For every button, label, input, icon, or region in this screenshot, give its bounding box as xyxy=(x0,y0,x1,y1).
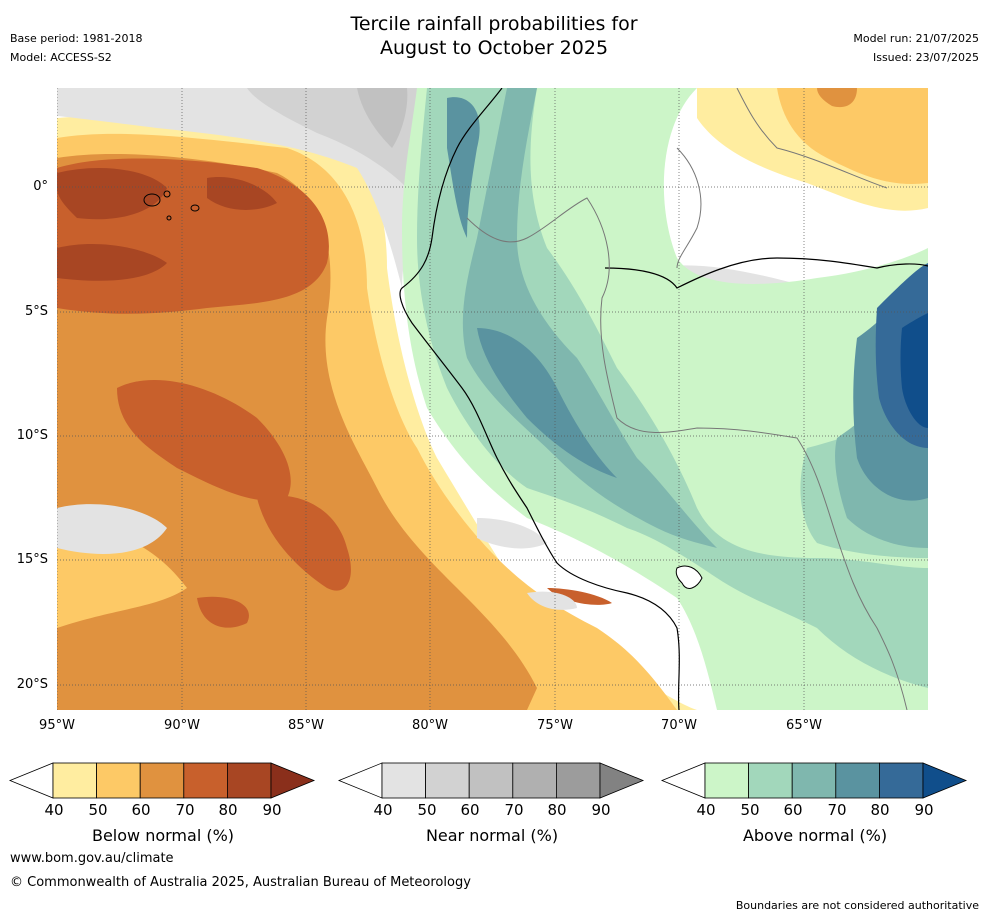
lake-titicaca xyxy=(675,565,703,589)
above-normal-label: Above normal (%) xyxy=(742,826,888,845)
model-text: Model: ACCESS-S2 xyxy=(10,51,112,64)
lat-label-5s: 5°S xyxy=(24,304,48,319)
galapagos-islands xyxy=(143,190,200,221)
lon-label-75w: 75°W xyxy=(537,718,573,733)
rainfall-probability-map xyxy=(57,88,928,710)
near-tick-80: 80 xyxy=(547,801,567,819)
near-colorbar-high-extend xyxy=(599,762,645,799)
lon-label-70w: 70°W xyxy=(661,718,697,733)
northeast-below-normal-60-region xyxy=(777,88,928,184)
below-tick-80: 80 xyxy=(218,801,238,819)
above-colorbar-low-extend xyxy=(660,762,706,799)
near-normal-70-region xyxy=(357,88,408,148)
below-tick-60: 60 xyxy=(131,801,151,819)
above-colorbar-high-extend xyxy=(922,762,968,799)
near-tick-50: 50 xyxy=(417,801,437,819)
below-colorbar-high-extend xyxy=(270,762,316,799)
below-tick-40: 40 xyxy=(44,801,64,819)
above-normal-darkest-region xyxy=(900,313,928,428)
above-tick-70: 70 xyxy=(827,801,847,819)
issued-text: Issued: 23/07/2025 xyxy=(872,51,979,64)
copyright-text: © Commonwealth of Australia 2025, Austra… xyxy=(10,875,471,890)
lon-label-90w: 90°W xyxy=(164,718,200,733)
near-colorbar-segment-4 xyxy=(512,762,557,799)
below-normal-80-region xyxy=(57,158,612,628)
below-colorbar-segment-1 xyxy=(52,762,97,799)
near-tick-40: 40 xyxy=(373,801,393,819)
above-colorbar-segment-2 xyxy=(748,762,793,799)
map-title: Tercile rainfall probabilities for Augus… xyxy=(0,12,988,60)
title-line-1: Tercile rainfall probabilities for xyxy=(350,13,638,35)
above-tick-60: 60 xyxy=(783,801,803,819)
above-colorbar-segment-1 xyxy=(704,762,749,799)
below-colorbar-segment-2 xyxy=(96,762,141,799)
near-tick-60: 60 xyxy=(460,801,480,819)
lon-label-65w: 65°W xyxy=(786,718,822,733)
base-period-text: Base period: 1981-2018 xyxy=(10,32,143,45)
lat-label-10s: 10°S xyxy=(16,428,48,443)
boundaries-disclaimer: Boundaries are not considered authoritat… xyxy=(735,899,979,912)
amazon-river xyxy=(604,257,928,289)
colorbars-legend xyxy=(8,762,968,799)
model-run-text: Model run: 21/07/2025 xyxy=(853,32,979,45)
bom-url-link[interactable]: www.bom.gov.au/climate xyxy=(10,851,174,866)
above-tick-40: 40 xyxy=(696,801,716,819)
coastline xyxy=(399,88,680,710)
below-colorbar-low-extend xyxy=(8,762,54,799)
above-colorbar-segment-3 xyxy=(791,762,837,799)
below-tick-90: 90 xyxy=(262,801,282,819)
below-normal-90-region xyxy=(57,168,277,281)
near-colorbar-segment-2 xyxy=(425,762,470,799)
map-gridlines xyxy=(57,88,928,710)
below-colorbar-segment-5 xyxy=(226,762,272,799)
above-normal-80-region xyxy=(447,97,928,501)
above-colorbar-segment-4 xyxy=(835,762,880,799)
northeast-below-normal-70-region xyxy=(817,88,857,108)
below-tick-70: 70 xyxy=(175,801,195,819)
country-borders xyxy=(466,88,908,710)
below-colorbar-segment-3 xyxy=(139,762,185,799)
above-tick-80: 80 xyxy=(870,801,890,819)
title-line-2: August to October 2025 xyxy=(379,37,609,59)
above-tick-50: 50 xyxy=(740,801,760,819)
near-colorbar-segment-3 xyxy=(468,762,514,799)
lat-label-0: 0° xyxy=(33,179,48,194)
near-normal-label: Near normal (%) xyxy=(425,826,559,845)
near-colorbar-low-extend xyxy=(337,762,383,799)
lon-label-80w: 80°W xyxy=(412,718,448,733)
lat-label-20s: 20°S xyxy=(16,677,48,692)
near-colorbar-segment-1 xyxy=(381,762,426,799)
lon-label-85w: 85°W xyxy=(288,718,324,733)
above-colorbar-segment-5 xyxy=(879,762,924,799)
below-normal-label: Below normal (%) xyxy=(91,826,235,845)
near-tick-90: 90 xyxy=(591,801,611,819)
lat-label-15s: 15°S xyxy=(16,552,48,567)
below-colorbar-segment-4 xyxy=(183,762,228,799)
above-tick-90: 90 xyxy=(914,801,934,819)
near-colorbar-segment-5 xyxy=(556,762,601,799)
below-tick-50: 50 xyxy=(88,801,108,819)
near-tick-70: 70 xyxy=(504,801,524,819)
lon-label-95w: 95°W xyxy=(39,718,75,733)
